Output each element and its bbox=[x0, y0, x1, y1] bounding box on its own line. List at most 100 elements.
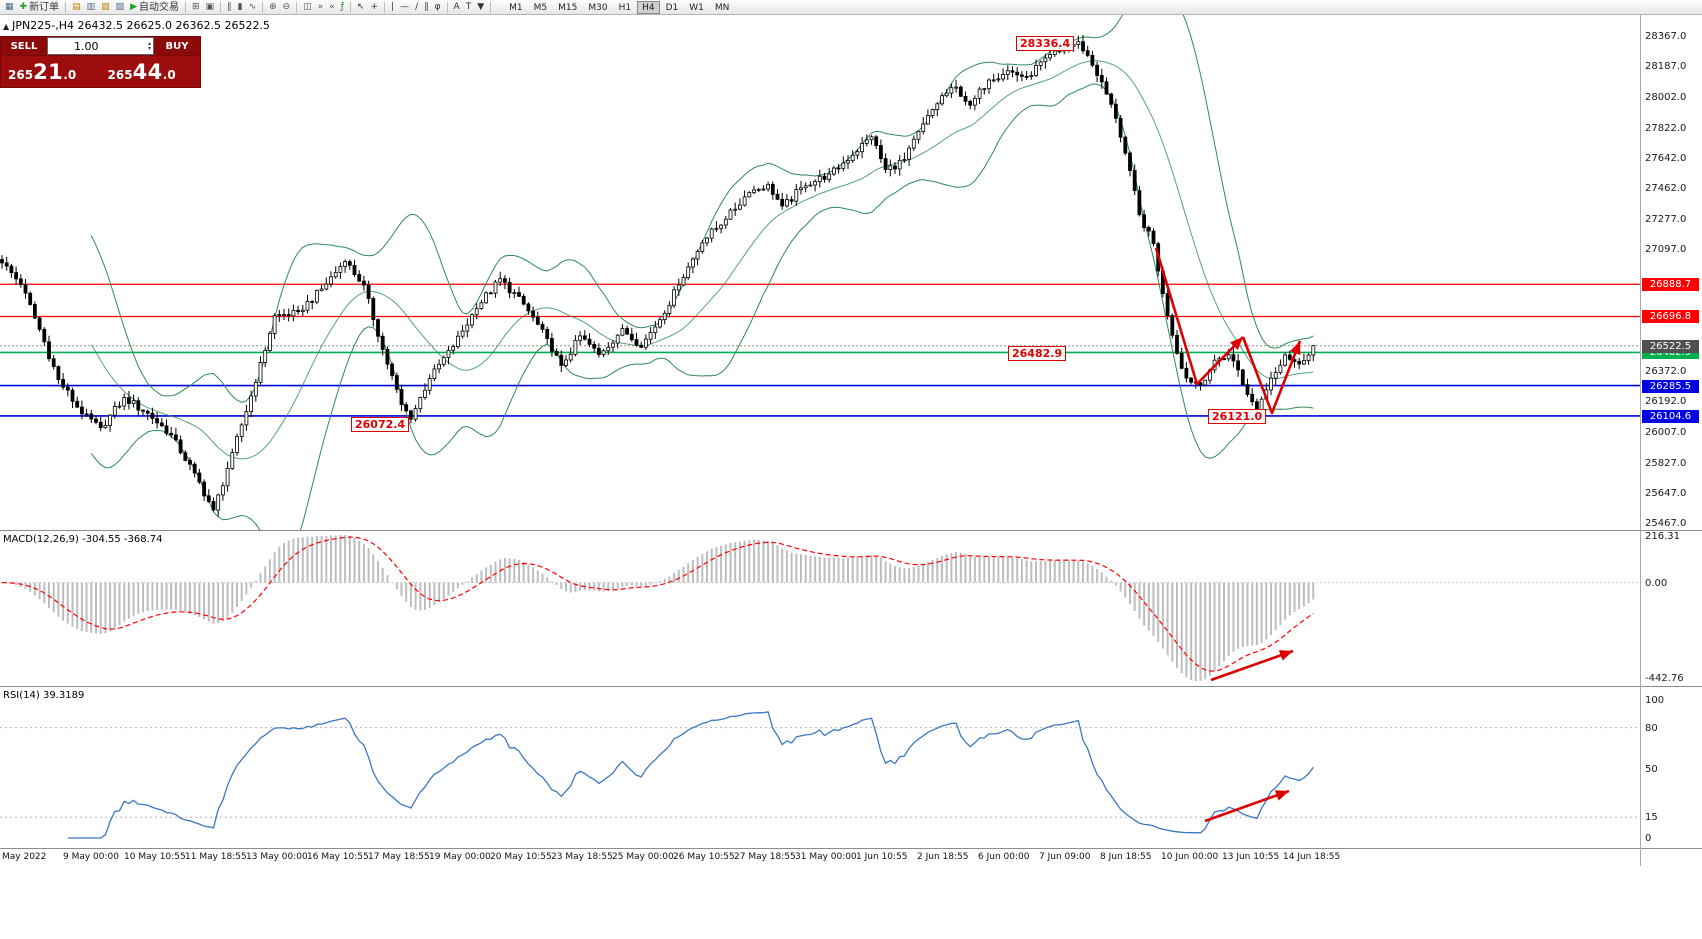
buy-price[interactable]: 265 44.0 bbox=[101, 60, 201, 84]
ohlc-info: ▲ JPN225-,H4 26432.5 26625.0 26362.5 2652… bbox=[3, 19, 270, 32]
candlestick-chart-icon-glyph: ▮ bbox=[237, 1, 243, 12]
timeframe-group: M1 M5 M15 M30 H1 H4 D1 W1 MN bbox=[504, 0, 734, 14]
chart-window-icon-glyph: ▦ bbox=[5, 1, 14, 12]
price-axis-label: 28367.0 bbox=[1645, 31, 1687, 42]
price-callout-26121.0[interactable]: 26121.0 bbox=[1208, 409, 1267, 424]
price-callout-26482.9[interactable]: 26482.9 bbox=[1008, 346, 1067, 361]
price-level-label-26888.7: 26888.7 bbox=[1642, 278, 1699, 292]
new-order-button[interactable]: ✚ 新订单 bbox=[17, 1, 63, 14]
fibonacci-icon[interactable]: φ bbox=[432, 1, 444, 14]
chart-window-icon[interactable]: ▦ bbox=[2, 1, 17, 14]
channel-icon[interactable]: ∥ bbox=[421, 1, 432, 14]
macd-panel-canvas[interactable] bbox=[0, 531, 1640, 686]
cursor-icon[interactable]: ↖ bbox=[354, 1, 368, 14]
text-label-icon-glyph: T bbox=[465, 1, 472, 12]
toolbar-separator bbox=[262, 1, 264, 13]
vertical-line-icon-glyph: | bbox=[391, 1, 395, 12]
fibonacci-icon-glyph: φ bbox=[434, 1, 441, 12]
lot-size-input[interactable]: 1.00 ▴ ▾ bbox=[47, 37, 154, 55]
channel-icon-glyph: ∥ bbox=[424, 1, 429, 12]
trendline-icon[interactable]: ∕ bbox=[412, 1, 421, 14]
time-axis-label: 11 May 18:55 bbox=[185, 852, 247, 862]
horizontal-line-icon[interactable]: — bbox=[397, 1, 412, 14]
timeframe-h1[interactable]: H1 bbox=[618, 2, 632, 13]
buy-price-suffix: .0 bbox=[162, 67, 176, 82]
time-axis-label: 1 Jun 10:55 bbox=[856, 852, 908, 862]
one-click-collapse-icon[interactable]: ▲ bbox=[3, 22, 10, 31]
zoom-in-icon[interactable]: ⊕ bbox=[266, 1, 280, 14]
sell-button[interactable]: SELL bbox=[1, 37, 47, 55]
tile-windows-icon[interactable]: ◫ bbox=[300, 1, 315, 14]
price-axis-label: 25647.0 bbox=[1645, 487, 1687, 499]
candlestick-chart-icon[interactable]: ▮ bbox=[235, 1, 246, 14]
arrows-tool-icon[interactable]: ▼ bbox=[474, 1, 487, 14]
time-axis[interactable]: May 2022 9 May 00:00 10 May 10:55 11 May 18… bbox=[0, 849, 1702, 867]
text-icon[interactable]: A bbox=[451, 1, 463, 14]
profiles-icon[interactable]: ▣ bbox=[203, 1, 218, 14]
macd-axis-label: -442.76 bbox=[1645, 673, 1684, 684]
new-chart-icon[interactable]: ⊞ bbox=[189, 1, 203, 14]
timeframe-m1[interactable]: M1 bbox=[509, 2, 523, 13]
crosshair-icon-glyph: + bbox=[370, 1, 379, 12]
autotrading-button[interactable]: ▶ 自动交易 bbox=[127, 1, 182, 14]
price-callout-26072.4[interactable]: 26072.4 bbox=[351, 417, 410, 432]
price-callout-28336.4[interactable]: 28336.4 bbox=[1016, 36, 1075, 51]
bid-price-label: 26522.5 bbox=[1642, 339, 1699, 353]
navigator-icon[interactable]: ▧ bbox=[98, 1, 113, 14]
rsi-panel-canvas[interactable] bbox=[0, 687, 1640, 848]
tile-windows-icon-glyph: ◫ bbox=[303, 1, 312, 12]
new-order-button-label: 新订单 bbox=[29, 1, 60, 13]
lot-increase-icon[interactable]: ▴ bbox=[147, 40, 151, 47]
chart-shift-icon[interactable]: « bbox=[326, 1, 338, 14]
timeframe-d1[interactable]: D1 bbox=[665, 2, 679, 13]
main-chart-canvas[interactable] bbox=[0, 14, 1640, 530]
text-icon-glyph: A bbox=[453, 1, 460, 12]
time-axis-label: 27 May 18:55 bbox=[734, 852, 796, 862]
time-axis-label: 7 Jun 09:00 bbox=[1039, 852, 1091, 862]
price-axis-label: 25827.0 bbox=[1645, 457, 1687, 469]
rsi-axis-label: 15 bbox=[1645, 812, 1658, 824]
line-chart-icon[interactable]: ∿ bbox=[246, 1, 260, 14]
ohlc-text: JPN225-,H4 26432.5 26625.0 26362.5 26522… bbox=[12, 19, 270, 32]
rsi-axis[interactable]: 100 80 50 15 0 bbox=[1641, 687, 1702, 848]
timeframe-mn[interactable]: MN bbox=[714, 2, 730, 13]
price-axis-label: 26007.0 bbox=[1645, 427, 1687, 439]
rsi-line bbox=[67, 711, 1314, 839]
horizontal-lines-group bbox=[0, 283, 1640, 417]
time-axis-label: 14 Jun 18:55 bbox=[1283, 852, 1341, 862]
time-axis-label: 2 Jun 18:55 bbox=[917, 852, 969, 862]
data-window-icon[interactable]: ▥ bbox=[84, 1, 99, 14]
price-axis-label: 28002.0 bbox=[1645, 92, 1687, 104]
market-watch-icon-glyph: ▤ bbox=[72, 1, 81, 12]
timeframe-m5[interactable]: M5 bbox=[533, 2, 548, 13]
market-watch-icon[interactable]: ▤ bbox=[69, 1, 84, 14]
terminal-icon[interactable]: ▨ bbox=[113, 1, 128, 14]
buy-button[interactable]: BUY bbox=[154, 37, 200, 55]
timeframe-m15[interactable]: M15 bbox=[558, 2, 578, 13]
rsi-axis-label: 80 bbox=[1645, 722, 1658, 734]
time-axis-label: 13 Jun 10:55 bbox=[1222, 852, 1280, 862]
panel-splitter-macd[interactable] bbox=[0, 530, 1702, 531]
vertical-line-icon[interactable]: | bbox=[388, 1, 397, 14]
bollinger-lower-band bbox=[90, 83, 1314, 530]
macd-axis[interactable]: 216.31 0.00 -442.76 bbox=[1641, 531, 1702, 686]
timeframe-w1[interactable]: W1 bbox=[689, 2, 704, 13]
timeframe-m30[interactable]: M30 bbox=[588, 2, 608, 13]
autotrading-button-label: 自动交易 bbox=[139, 1, 180, 13]
time-axis-label: 20 May 10:55 bbox=[490, 852, 552, 862]
bar-chart-icon[interactable]: ‖ bbox=[224, 1, 235, 14]
indicators-icon[interactable]: ƒ bbox=[338, 1, 347, 14]
text-label-icon[interactable]: T bbox=[463, 1, 475, 14]
panel-splitter-rsi[interactable] bbox=[0, 686, 1702, 687]
price-axis-label: 27462.0 bbox=[1645, 182, 1687, 194]
timeframe-h4[interactable]: H4 bbox=[637, 0, 660, 14]
lot-decrease-icon[interactable]: ▾ bbox=[147, 45, 151, 52]
auto-scroll-icon[interactable]: » bbox=[315, 1, 327, 14]
time-axis-label: 25 May 00:00 bbox=[612, 852, 674, 862]
crosshair-icon[interactable]: + bbox=[367, 1, 381, 14]
zoom-out-icon[interactable]: ⊖ bbox=[280, 1, 294, 14]
sell-price[interactable]: 265 21.0 bbox=[1, 60, 101, 84]
price-axis[interactable]: 28367.0 28187.0 28002.0 27822.0 27642.0 27462… bbox=[1641, 14, 1702, 530]
time-axis-label: 16 May 10:55 bbox=[307, 852, 369, 862]
